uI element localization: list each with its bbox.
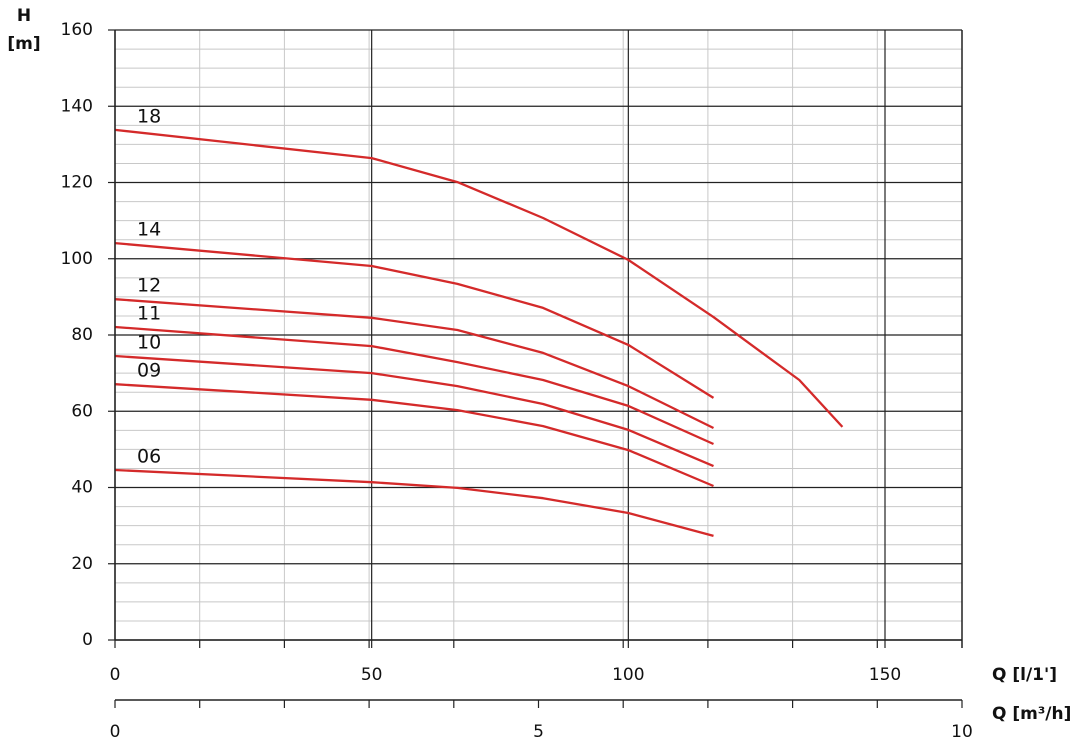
curve bbox=[115, 470, 842, 572]
x-tick-label: 100 bbox=[612, 665, 644, 685]
curve-label: 11 bbox=[137, 302, 161, 324]
marks: 18 14 12 11 10 09 06 bbox=[115, 105, 842, 572]
curve bbox=[115, 327, 842, 514]
x-tick-label: 150 bbox=[869, 665, 901, 685]
curve-label: 14 bbox=[137, 219, 161, 241]
x2-tick-label: 0 bbox=[110, 722, 121, 742]
curve bbox=[115, 384, 842, 537]
x-tick-label: 0 bbox=[110, 665, 121, 685]
x2-label: Q [m³/h] bbox=[992, 704, 1071, 724]
y-tick-label: 120 bbox=[61, 173, 93, 193]
curve-label: 09 bbox=[137, 360, 161, 382]
y-tick-label: 60 bbox=[71, 401, 93, 421]
y-tick-label: 80 bbox=[71, 325, 93, 345]
y-tick-label: 40 bbox=[71, 478, 93, 498]
y-tick-label: 0 bbox=[82, 630, 93, 650]
curve-label: 18 bbox=[137, 105, 161, 127]
curve bbox=[114, 128, 844, 428]
curve-label: 10 bbox=[137, 331, 161, 353]
y-tick-label: 100 bbox=[61, 249, 93, 269]
x-tick-label: 50 bbox=[361, 665, 383, 685]
y-tick-label: 140 bbox=[61, 96, 93, 116]
x2-tick-label: 5 bbox=[533, 722, 544, 742]
y-tick-label: 20 bbox=[71, 554, 93, 574]
grid bbox=[114, 29, 962, 641]
y-label: [m] bbox=[7, 34, 40, 54]
curve-label: 12 bbox=[137, 275, 161, 297]
y-label: H bbox=[17, 6, 31, 26]
y-tick-label: 160 bbox=[61, 20, 93, 40]
x2-tick-label: 10 bbox=[951, 722, 973, 742]
curve bbox=[115, 356, 842, 526]
x-label: Q [l/1'] bbox=[992, 665, 1057, 685]
curve-label: 06 bbox=[137, 445, 161, 467]
